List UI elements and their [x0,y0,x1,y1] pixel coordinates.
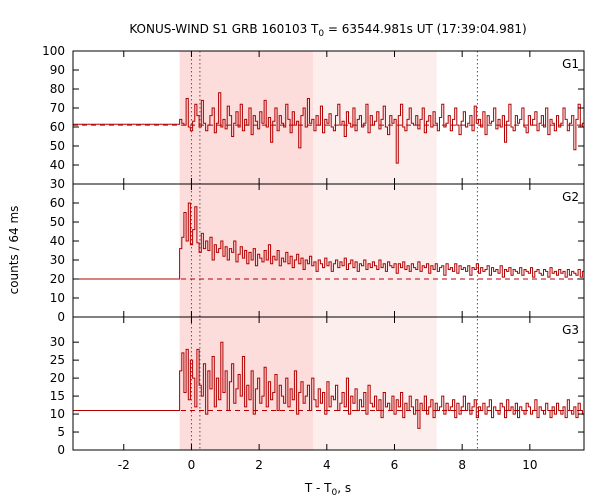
y-tick-label: 0 [57,443,65,457]
x-tick-label: -2 [118,458,130,472]
x-axis-label: T - T0, s [304,481,351,498]
x-tick-label: 2 [255,458,263,472]
y-tick-label: 40 [50,234,65,248]
x-tick-label: 8 [458,458,466,472]
y-tick-label: 10 [50,407,65,421]
panel-g1: 30 40 50 60 70 80 90 100 G1 [42,44,585,191]
y-tick-label: 25 [50,353,65,367]
lightcurve-series-g1 [73,81,585,164]
y-tick-label: 10 [50,291,65,305]
y-tick-label: 20 [50,371,65,385]
y-tick-label: 40 [50,158,65,172]
y-tick-label: 30 [50,253,65,267]
y-tick-label: 70 [50,101,65,115]
y-tick-label: 60 [50,120,65,134]
panel-g3: 0 5 10 15 20 25 30 G3 [50,316,585,457]
chart-title: KONUS-WIND S1 GRB 160103 T0 = 63544.981s… [129,22,526,39]
y-tick-label: 60 [50,196,65,210]
x-tick-label: 10 [522,458,537,472]
panel-frame [72,316,585,451]
panel-label: G1 [562,57,579,71]
lightcurve-series-g2 [73,202,585,280]
lightcurve-series-g3 [73,341,585,429]
y-tick-label: 0 [57,310,65,324]
x-tick-label: 4 [323,458,331,472]
x-tick-label: 0 [188,458,196,472]
y-tick-label: 15 [50,389,65,403]
y-tick-label: 20 [50,272,65,286]
panel-label: G2 [562,190,579,204]
panel-label: G3 [562,323,579,337]
y-tick-label: 5 [57,425,65,439]
y-tick-label: 30 [50,177,65,191]
shaded-interval-light [313,51,437,450]
y-tick-label: 90 [50,63,65,77]
y-tick-label: 80 [50,82,65,96]
x-tick-label: 6 [391,458,399,472]
y-tick-label: 50 [50,215,65,229]
y-tick-label: 30 [50,335,65,349]
y-axis-label: counts / 64 ms [7,206,21,295]
y-tick-label: 50 [50,139,65,153]
y-tick-label: 100 [42,44,65,58]
